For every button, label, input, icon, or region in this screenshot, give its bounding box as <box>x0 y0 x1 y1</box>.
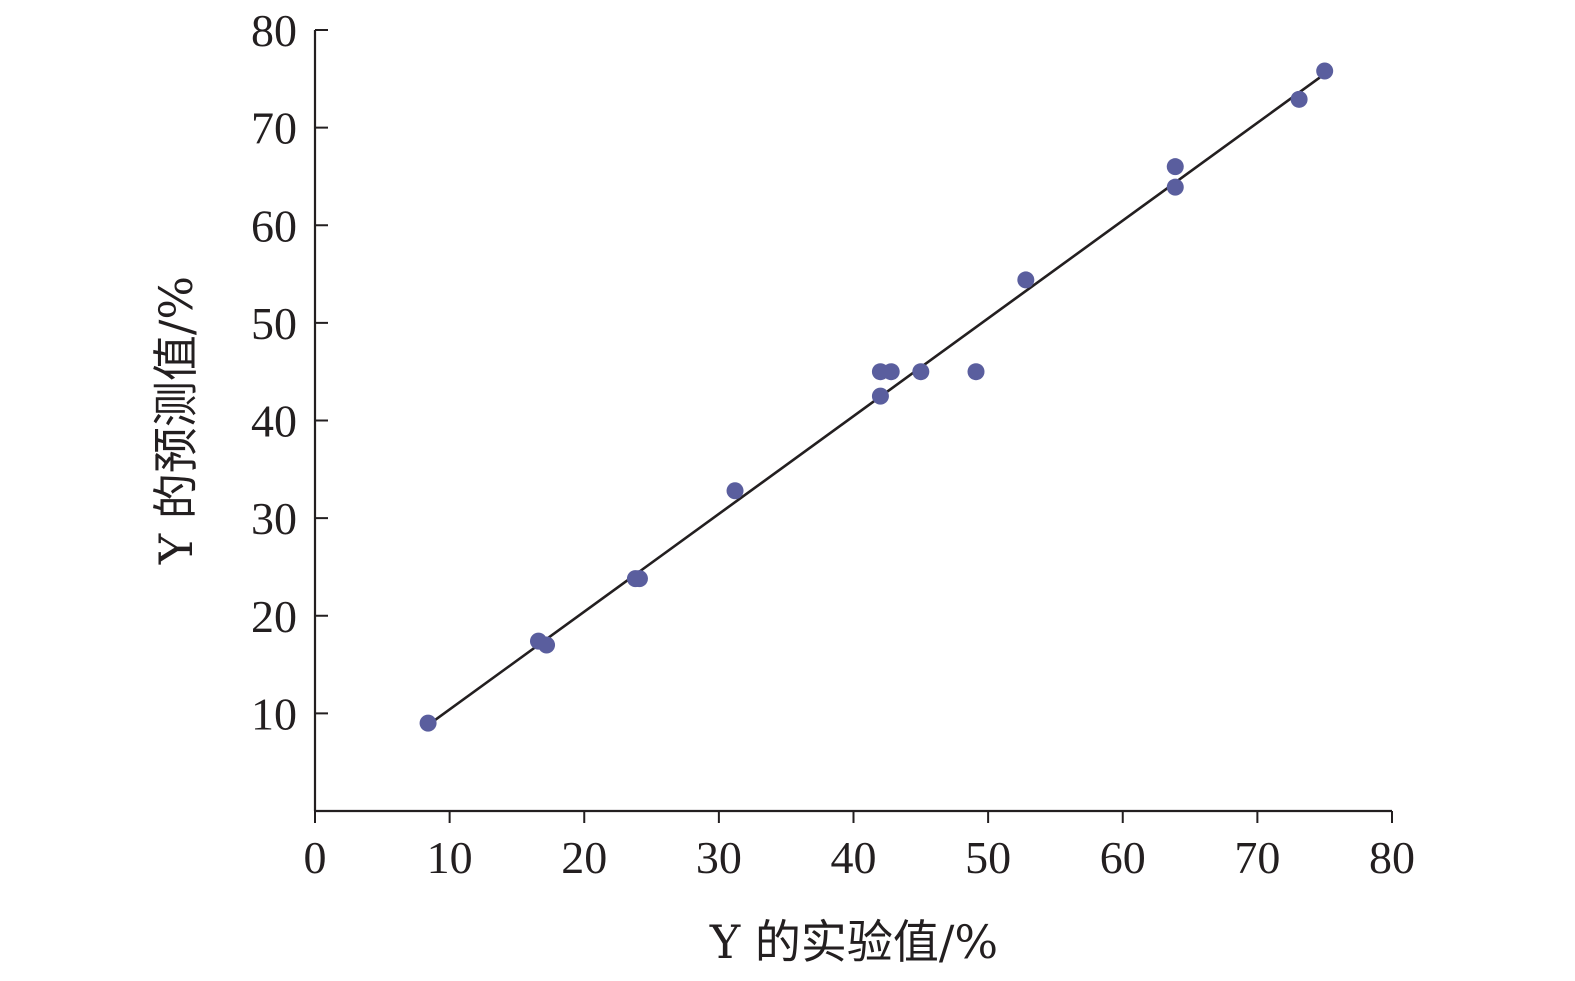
y-tick-label: 80 <box>251 5 297 56</box>
data-point <box>1017 271 1035 289</box>
x-tick-label: 70 <box>1234 832 1280 883</box>
plot-area: 0 10 20 30 40 50 60 70 80 10 20 30 40 50 60 70 80 <box>251 5 1415 883</box>
x-tick-label: 40 <box>831 832 877 883</box>
y-tick-label: 10 <box>251 688 297 739</box>
x-axis-title: Y 的实验值/% <box>709 915 998 969</box>
data-point <box>912 363 930 381</box>
x-tick-label: 10 <box>427 832 473 883</box>
y-tick-label: 60 <box>251 200 297 251</box>
x-tick-label: 30 <box>696 832 742 883</box>
y-tick-label: 20 <box>251 591 297 642</box>
data-point <box>1290 90 1308 108</box>
data-point <box>419 714 437 732</box>
data-point <box>871 387 889 405</box>
data-point <box>630 570 648 588</box>
data-point <box>1316 62 1334 80</box>
y-tick-label: 30 <box>251 493 297 544</box>
y-tick-label: 70 <box>251 103 297 154</box>
data-point <box>538 636 556 654</box>
data-point <box>882 363 900 381</box>
x-tick-label: 80 <box>1369 832 1415 883</box>
x-tick-label: 50 <box>965 832 1011 883</box>
x-tick-label: 20 <box>561 832 607 883</box>
data-point <box>1166 158 1184 176</box>
data-point <box>1166 178 1184 196</box>
y-tick-label: 40 <box>251 396 297 447</box>
y-axis-title: Y 的预测值/% <box>149 276 203 565</box>
x-tick-label: 0 <box>304 832 327 883</box>
data-point <box>726 482 744 500</box>
data-point <box>967 363 985 381</box>
x-tick-label: 60 <box>1100 832 1146 883</box>
y-tick-label: 50 <box>251 298 297 349</box>
